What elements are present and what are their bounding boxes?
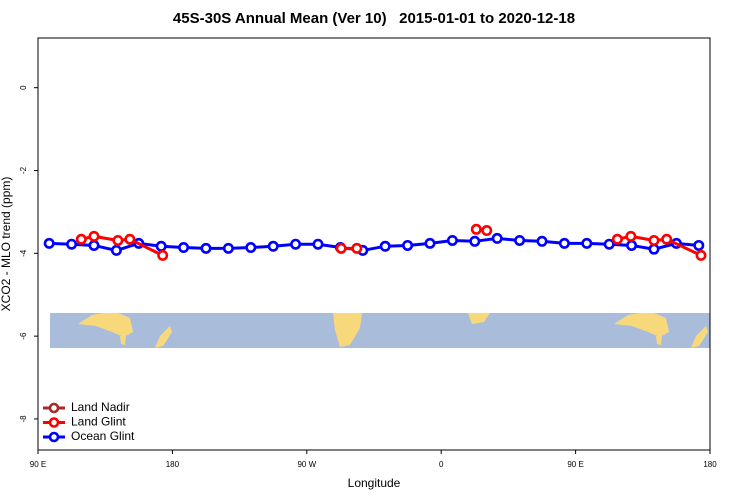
ocean-map <box>50 313 710 348</box>
point <box>581 237 593 249</box>
x-tick-label: 90 W <box>297 460 316 469</box>
land-map <box>78 313 133 337</box>
land-map <box>155 326 172 348</box>
y-tick-label: 0 <box>19 85 28 90</box>
point <box>379 240 391 252</box>
point <box>178 242 190 254</box>
y-tick-label: -2 <box>19 166 28 174</box>
point <box>124 233 136 245</box>
x-axis-label: Longitude <box>348 476 401 490</box>
point <box>626 239 638 251</box>
y-tick-label: -8 <box>19 415 28 423</box>
legend-label: Land Nadir <box>71 400 130 414</box>
land-map <box>120 336 126 345</box>
point <box>88 230 100 242</box>
point <box>222 242 234 254</box>
land-map <box>691 326 708 348</box>
map-strip <box>50 313 710 348</box>
point <box>245 242 257 254</box>
point <box>155 240 167 252</box>
point <box>402 239 414 251</box>
point <box>267 240 279 252</box>
point <box>470 223 482 235</box>
point <box>481 225 493 237</box>
legend-label: Ocean Glint <box>71 429 135 443</box>
legend-marker <box>48 402 60 414</box>
point <box>625 230 637 242</box>
point <box>446 234 458 246</box>
point <box>312 238 324 250</box>
point <box>558 237 570 249</box>
point <box>157 249 169 261</box>
point <box>424 237 436 249</box>
legend-marker <box>48 431 60 443</box>
point <box>603 238 615 250</box>
chart-title: 45S-30S Annual Mean (Ver 10) 2015-01-01 … <box>173 10 575 27</box>
point <box>469 235 481 247</box>
land-map <box>468 313 490 324</box>
point <box>43 237 55 249</box>
legend-label: Land Glint <box>71 415 126 429</box>
point <box>110 244 122 256</box>
point <box>66 238 78 250</box>
point <box>661 233 673 245</box>
point <box>648 243 660 255</box>
point <box>351 242 363 254</box>
y-axis-label: XCO2 - MLO trend (ppm) <box>0 177 13 312</box>
point <box>112 234 124 246</box>
land-map <box>333 313 362 347</box>
land-map <box>614 313 669 337</box>
point <box>75 233 87 245</box>
x-tick-label: 0 <box>439 460 444 469</box>
point <box>88 239 100 251</box>
point <box>491 232 503 244</box>
x-tick-label: 90 E <box>567 460 583 469</box>
point <box>693 239 705 251</box>
point <box>290 238 302 250</box>
x-tick-label: 180 <box>703 460 717 469</box>
point <box>611 233 623 245</box>
plot-frame <box>37 37 711 451</box>
land-map <box>656 336 662 345</box>
x-tick-label: 180 <box>166 460 180 469</box>
point <box>648 234 660 246</box>
point <box>335 242 347 254</box>
point <box>536 235 548 247</box>
point <box>695 249 707 261</box>
point <box>514 234 526 246</box>
y-tick-label: -6 <box>19 332 28 340</box>
point <box>200 242 212 254</box>
x-tick-label: 90 E <box>30 460 46 469</box>
y-tick-label: -4 <box>19 249 28 257</box>
legend-marker <box>48 417 60 428</box>
